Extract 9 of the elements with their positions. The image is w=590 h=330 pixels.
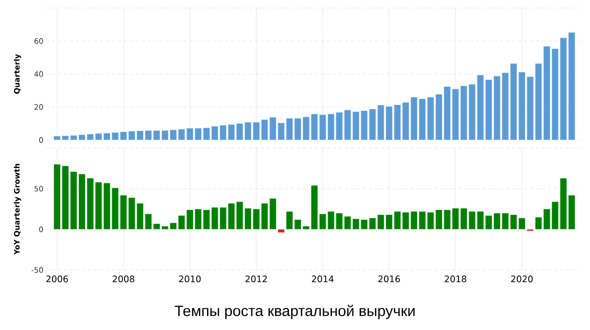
x-tick-label: 2014 [312, 276, 334, 282]
x-tick-label: 2018 [444, 276, 466, 282]
x-tick-label: 2012 [246, 276, 267, 282]
x-tick-label: 2020 [511, 276, 533, 282]
text: Темпы роста квартальной выручки [174, 304, 415, 320]
x-tick-label: 2008 [112, 276, 134, 282]
x-tick-label: 2016 [378, 276, 400, 282]
x-tick-label: 2010 [179, 276, 201, 282]
x-tick-label: 2006 [46, 276, 68, 282]
